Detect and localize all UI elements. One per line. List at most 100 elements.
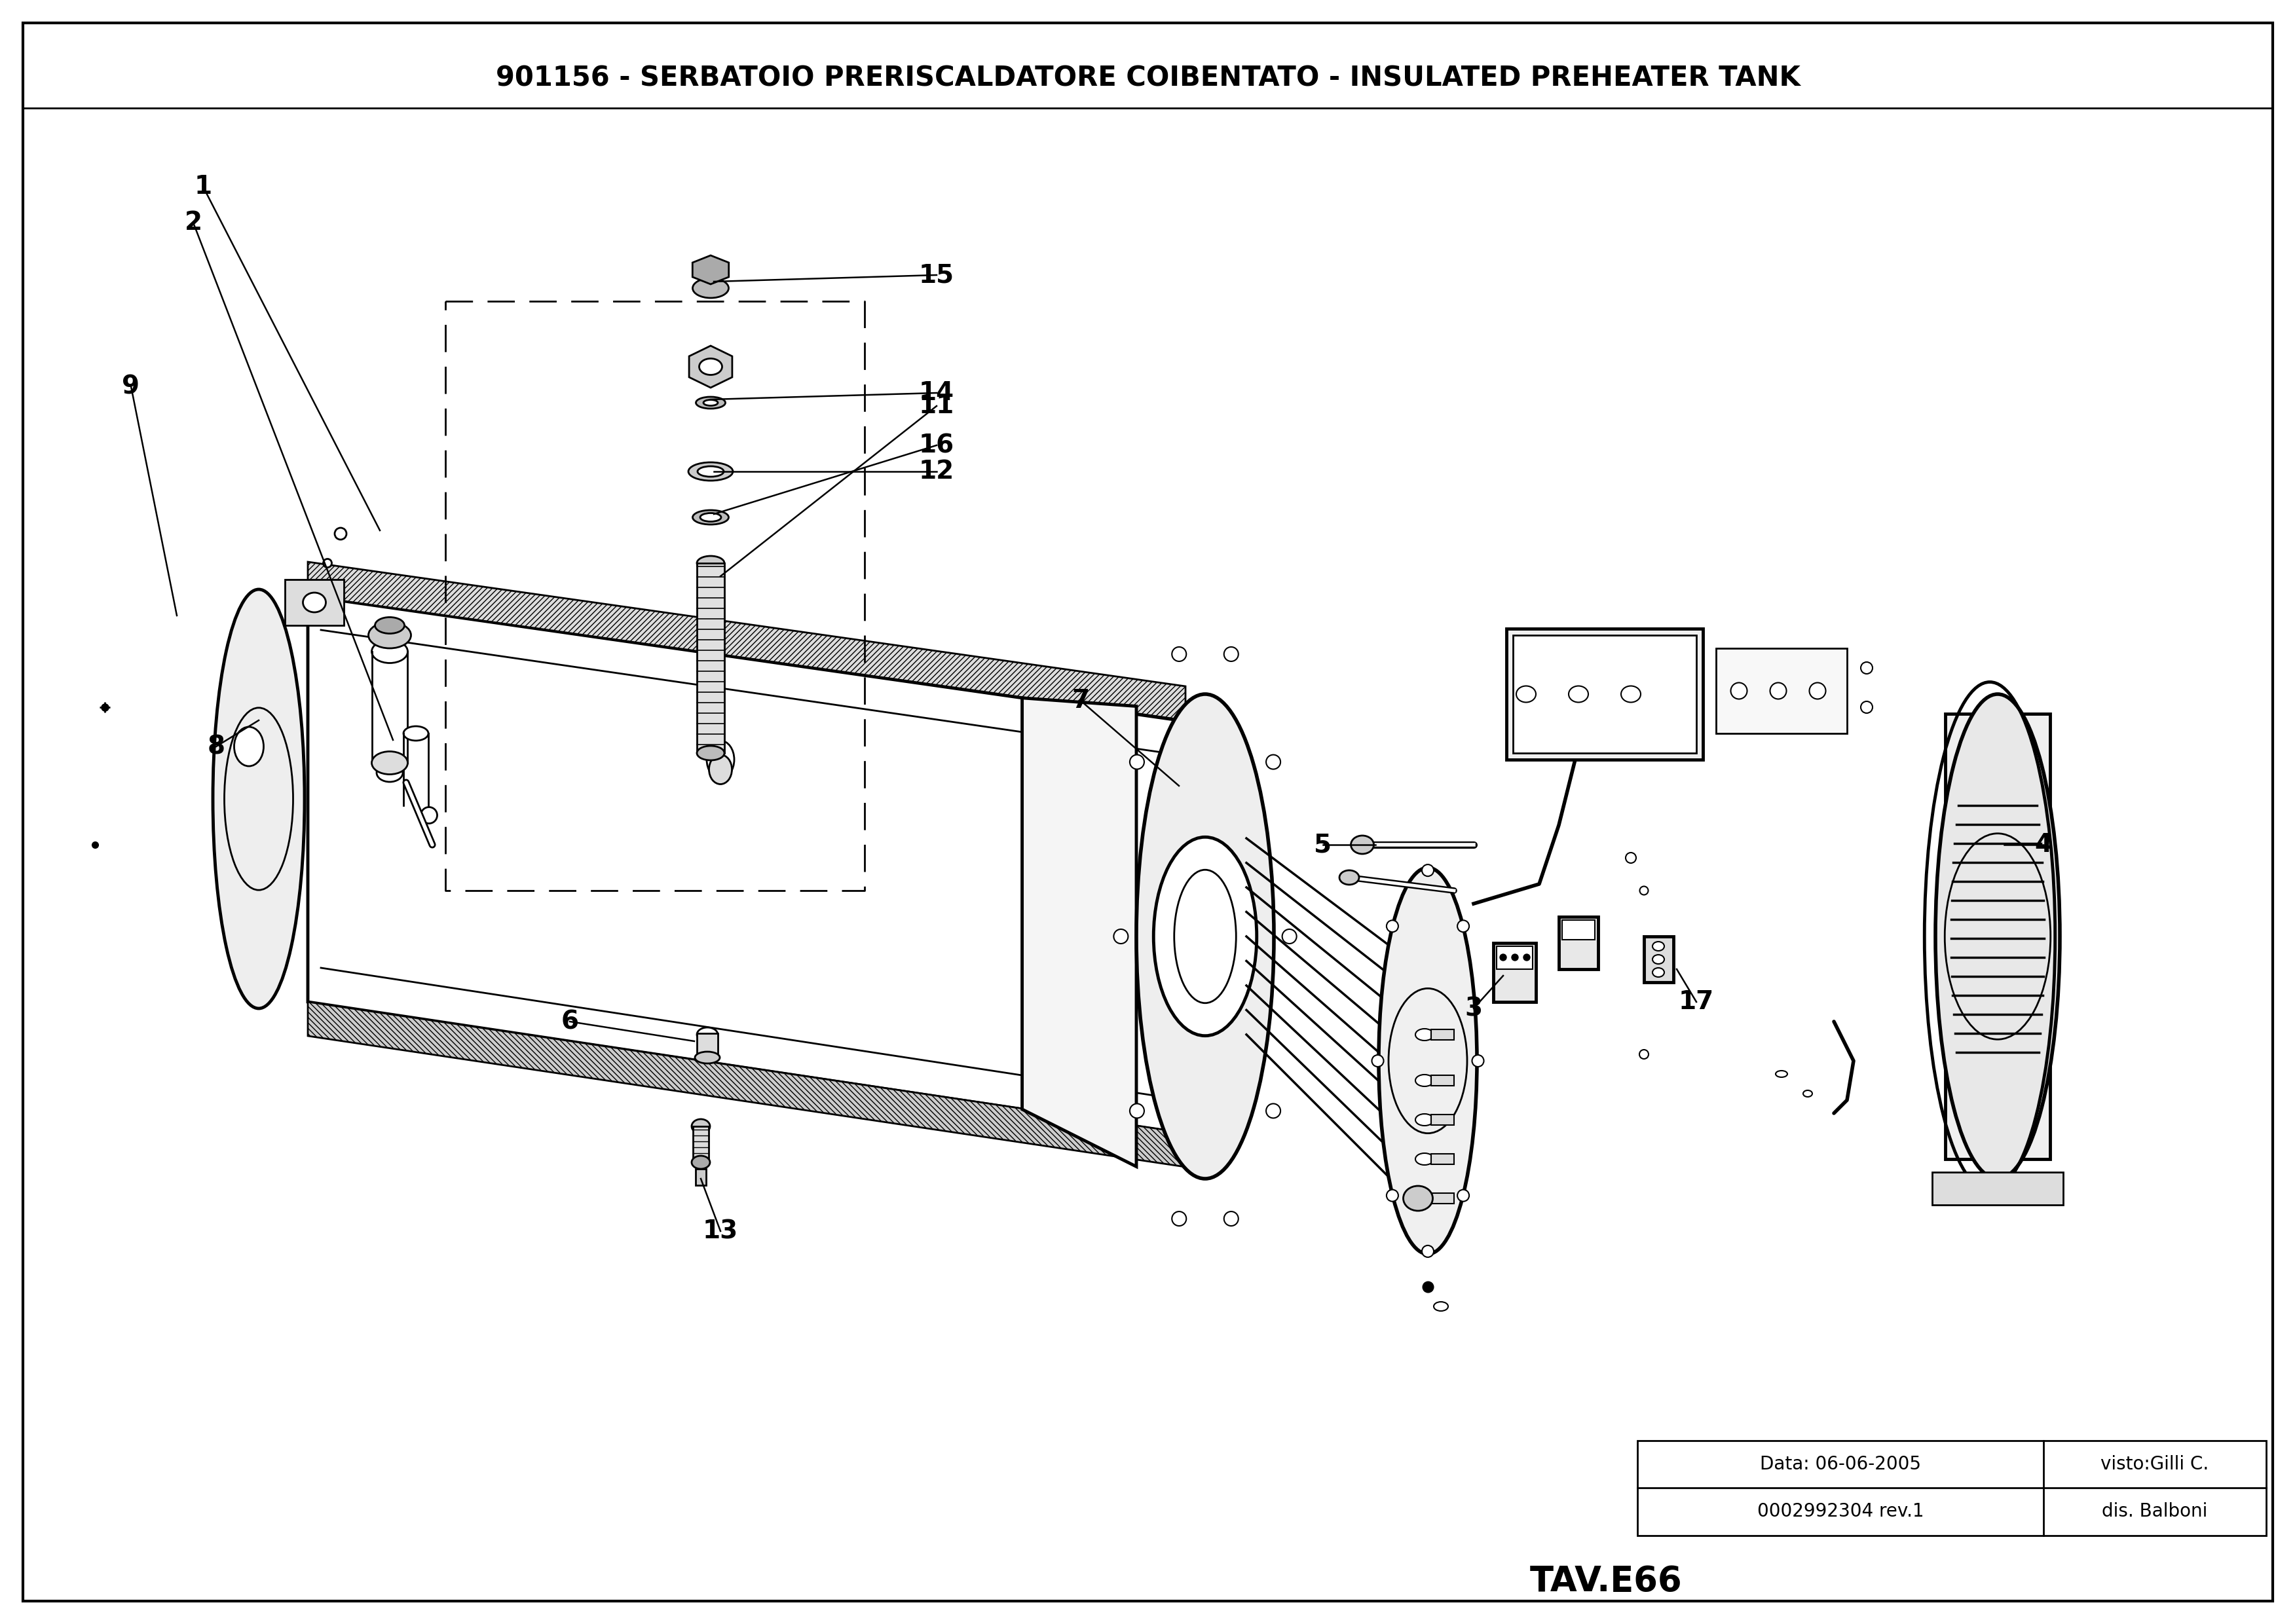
Bar [1506,628,1703,760]
Bar [698,564,725,754]
Ellipse shape [1774,1070,1788,1077]
Text: visto:Gilli C.: visto:Gilli C. [2100,1455,2208,1473]
Bar [1492,944,1535,1002]
Polygon shape [689,346,732,388]
Ellipse shape [1170,646,1187,661]
Ellipse shape [1639,887,1648,895]
Ellipse shape [700,513,721,521]
Ellipse shape [1802,1090,1811,1096]
Ellipse shape [1416,1153,1434,1164]
Text: 13: 13 [702,1218,739,1244]
Bar [1944,715,2049,1160]
Ellipse shape [374,617,404,633]
Text: 14: 14 [918,380,955,406]
Ellipse shape [1499,955,1506,961]
Ellipse shape [702,400,718,406]
Ellipse shape [1515,685,1535,702]
Ellipse shape [376,763,402,781]
Polygon shape [308,596,1180,1134]
Ellipse shape [303,593,326,612]
Text: 16: 16 [918,434,955,458]
Text: 7: 7 [1072,689,1090,713]
Ellipse shape [404,726,429,741]
Ellipse shape [1267,755,1281,770]
Text: 15: 15 [918,263,955,287]
Ellipse shape [420,807,436,823]
Ellipse shape [1625,853,1636,862]
Bar [1561,921,1595,940]
Ellipse shape [709,755,732,784]
Ellipse shape [1652,955,1664,965]
Bar [1512,635,1696,754]
Ellipse shape [1567,685,1588,702]
Ellipse shape [1402,1186,1432,1212]
Ellipse shape [1471,1056,1483,1067]
Ellipse shape [1113,929,1127,944]
Bar [693,1127,709,1163]
Ellipse shape [1434,1302,1448,1311]
Ellipse shape [1416,1028,1434,1041]
Ellipse shape [213,590,305,1009]
Text: dis. Balboni: dis. Balboni [2102,1502,2208,1520]
Bar [1430,1030,1453,1039]
Ellipse shape [1769,682,1786,698]
Ellipse shape [1652,968,1664,978]
Text: 3: 3 [1464,996,1483,1021]
Bar [1636,1440,2265,1536]
Ellipse shape [1129,755,1143,770]
Ellipse shape [1808,682,1825,698]
Ellipse shape [1338,870,1359,885]
Ellipse shape [1379,867,1476,1254]
Polygon shape [693,255,728,284]
Ellipse shape [367,622,411,648]
Ellipse shape [324,559,333,567]
Text: 6: 6 [560,1009,578,1034]
Ellipse shape [1283,929,1297,944]
Bar [1430,1075,1453,1086]
Ellipse shape [1372,1056,1384,1067]
Text: 901156 - SERBATOIO PRERISCALDATORE COIBENTATO - INSULATED PREHEATER TANK: 901156 - SERBATOIO PRERISCALDATORE COIBE… [496,65,1799,93]
Ellipse shape [1935,693,2059,1179]
Polygon shape [1021,698,1136,1166]
Ellipse shape [698,1028,718,1043]
Text: Data: 06-06-2005: Data: 06-06-2005 [1760,1455,1921,1473]
Ellipse shape [1416,1192,1434,1205]
Ellipse shape [335,528,347,539]
Ellipse shape [1652,942,1664,950]
Ellipse shape [1267,1104,1281,1117]
Text: 1: 1 [195,174,211,200]
Ellipse shape [1510,955,1517,961]
Text: 4: 4 [2033,831,2052,857]
Ellipse shape [1170,1212,1187,1226]
Text: 12: 12 [918,460,955,484]
Bar [285,580,344,625]
Bar [1430,1114,1453,1125]
Text: 5: 5 [1313,831,1331,857]
Ellipse shape [691,1156,709,1169]
Bar [1717,648,1847,734]
Text: 11: 11 [918,393,955,419]
Ellipse shape [1173,870,1235,1004]
Ellipse shape [695,1052,721,1064]
Text: TAV.E66: TAV.E66 [1531,1564,1682,1598]
Ellipse shape [1129,1104,1143,1117]
Bar [1430,1194,1453,1203]
Ellipse shape [1386,921,1398,932]
Bar [698,1033,718,1056]
Bar [1932,1173,2063,1205]
Ellipse shape [1457,1190,1469,1202]
Text: 17: 17 [1678,989,1714,1015]
Bar [1430,1153,1453,1164]
Text: 8: 8 [207,734,225,758]
Ellipse shape [1730,682,1746,698]
Ellipse shape [1152,836,1255,1036]
Ellipse shape [691,1119,709,1134]
Ellipse shape [1861,663,1873,674]
Bar [1496,947,1533,970]
Ellipse shape [1416,1075,1434,1086]
Ellipse shape [1639,1049,1648,1059]
Polygon shape [308,562,1184,721]
Ellipse shape [707,741,734,778]
Text: 9: 9 [122,374,140,400]
Ellipse shape [1421,864,1434,877]
